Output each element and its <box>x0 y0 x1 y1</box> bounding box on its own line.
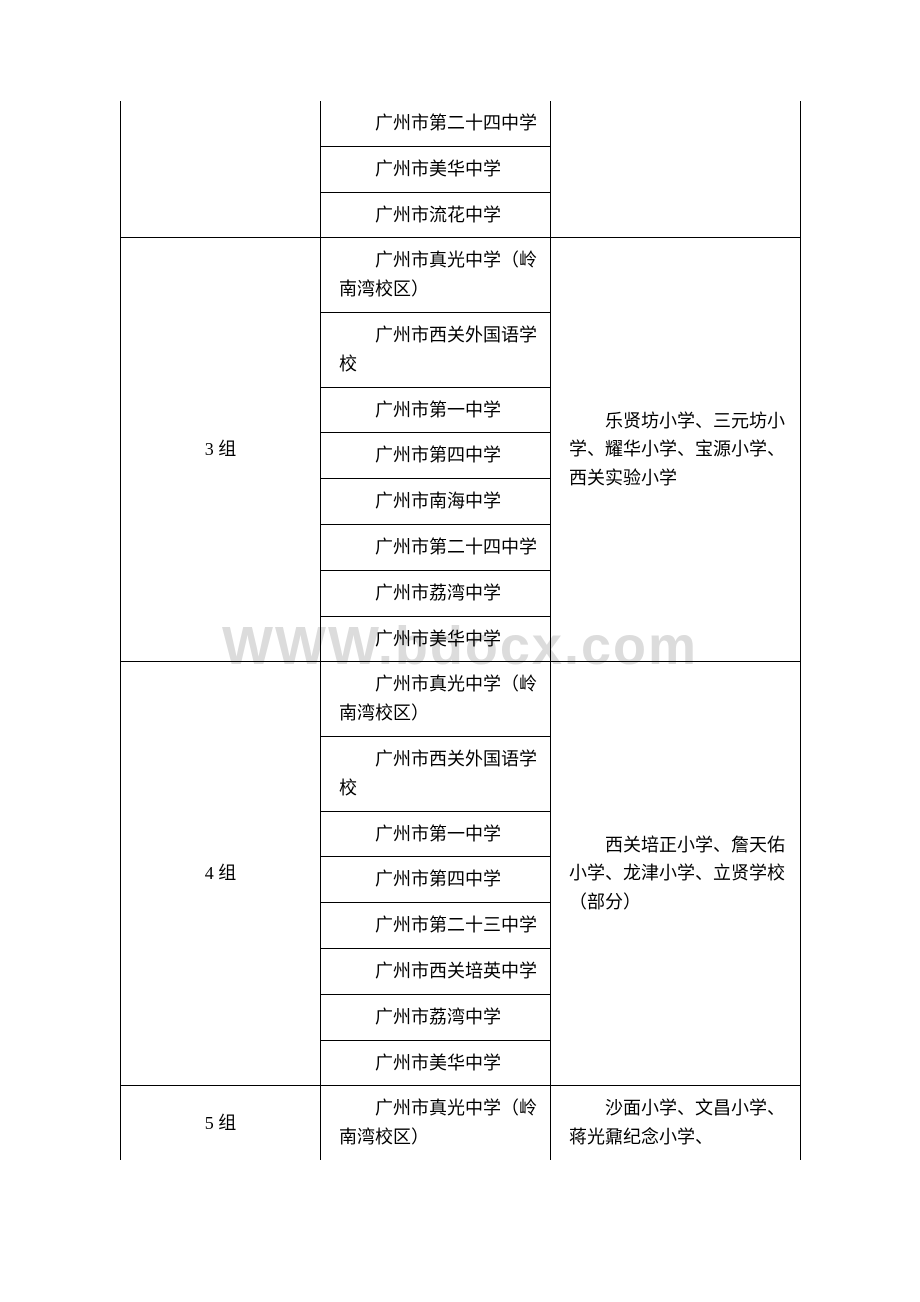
school-groups-table: 广州市第二十四中学 广州市美华中学 广州市流花中学 3 组 广州市真光中学（岭南… <box>120 101 801 1160</box>
primary-schools-cell: 沙面小学、文昌小学、蒋光鼐纪念小学、 <box>551 1086 801 1160</box>
school-cell: 广州市第一中学 <box>321 811 551 857</box>
primary-schools-cell: 乐贤坊小学、三元坊小学、耀华小学、宝源小学、西关实验小学 <box>551 238 801 662</box>
primary-schools-cell: 西关培正小学、詹天佑小学、龙津小学、立贤学校（部分） <box>551 662 801 1086</box>
school-cell: 广州市第二十三中学 <box>321 903 551 949</box>
school-cell: 广州市流花中学 <box>321 192 551 238</box>
school-cell: 广州市美华中学 <box>321 616 551 662</box>
group-label-cell: 4 组 <box>121 662 321 1086</box>
school-cell: 广州市西关培英中学 <box>321 948 551 994</box>
school-cell: 广州市美华中学 <box>321 146 551 192</box>
table-row: 3 组 广州市真光中学（岭南湾校区） 乐贤坊小学、三元坊小学、耀华小学、宝源小学… <box>121 238 801 313</box>
group-label-cell: 3 组 <box>121 238 321 662</box>
school-cell: 广州市南海中学 <box>321 479 551 525</box>
group-label-cell <box>121 101 321 238</box>
school-cell: 广州市美华中学 <box>321 1040 551 1086</box>
group-label-cell: 5 组 <box>121 1086 321 1160</box>
school-cell: 广州市荔湾中学 <box>321 994 551 1040</box>
school-cell: 广州市第一中学 <box>321 387 551 433</box>
table-row: 广州市第二十四中学 <box>121 101 801 146</box>
primary-schools-cell <box>551 101 801 238</box>
school-cell: 广州市荔湾中学 <box>321 570 551 616</box>
school-cell: 广州市第二十四中学 <box>321 524 551 570</box>
school-cell: 广州市真光中学（岭南湾校区） <box>321 1086 551 1160</box>
school-cell: 广州市第二十四中学 <box>321 101 551 146</box>
school-cell: 广州市第四中学 <box>321 857 551 903</box>
school-cell: 广州市真光中学（岭南湾校区） <box>321 238 551 313</box>
school-cell: 广州市第四中学 <box>321 433 551 479</box>
table-row: 5 组 广州市真光中学（岭南湾校区） 沙面小学、文昌小学、蒋光鼐纪念小学、 <box>121 1086 801 1160</box>
school-cell: 广州市西关外国语学校 <box>321 736 551 811</box>
school-cell: 广州市真光中学（岭南湾校区） <box>321 662 551 737</box>
school-cell: 广州市西关外国语学校 <box>321 312 551 387</box>
school-groups-table-container: 广州市第二十四中学 广州市美华中学 广州市流花中学 3 组 广州市真光中学（岭南… <box>120 101 800 1160</box>
table-row: 4 组 广州市真光中学（岭南湾校区） 西关培正小学、詹天佑小学、龙津小学、立贤学… <box>121 662 801 737</box>
